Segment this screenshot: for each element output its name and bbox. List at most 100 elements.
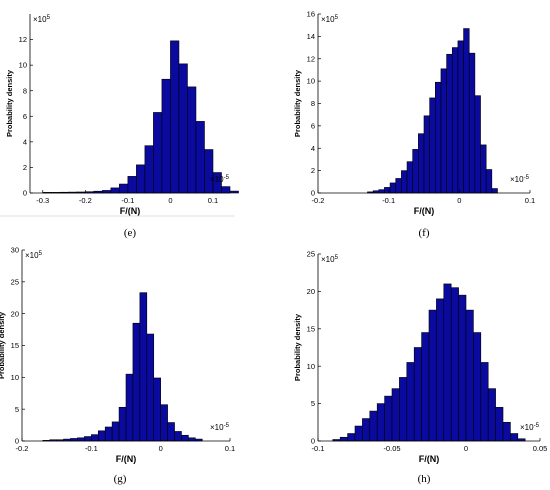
histogram-bar (195, 121, 205, 194)
y-tick-label: 20 (11, 309, 19, 318)
histogram-bar (406, 161, 413, 194)
x-exponent-label: ×10-5 (510, 175, 530, 184)
histogram-bar (473, 332, 482, 442)
y-tick-label: 0 (15, 437, 19, 446)
x-tick-label: 0.1 (225, 444, 235, 453)
y-tick-label: 5 (15, 405, 19, 414)
chart-panel-h: -0.1 -0.05 0 0.05 0 5 10 15 20 25 ×105 ×10-5 F/(N) Pr… (293, 250, 547, 485)
histogram-bar (510, 433, 519, 442)
y-tick-label: 16 (307, 10, 315, 19)
histogram-bar (181, 434, 189, 442)
histogram-bar (429, 97, 436, 194)
histogram-bar (132, 322, 141, 442)
panel-caption: (g) (114, 473, 127, 485)
x-tick-label: -0.2 (16, 444, 29, 453)
histogram-bar (167, 422, 175, 442)
histogram-bar (339, 436, 348, 442)
histogram-bar (412, 149, 419, 194)
x-tick-label: -0.2 (312, 196, 325, 205)
x-tick-label: -0.05 (383, 444, 400, 453)
histogram-bar (110, 187, 120, 194)
histogram-bar (384, 187, 391, 194)
histogram-bar (399, 377, 408, 442)
histogram-bar (458, 294, 467, 442)
y-tick-label: 8 (311, 99, 315, 108)
histogram-bar (406, 362, 415, 442)
y-tick-label: 12 (307, 54, 315, 63)
panel-caption: (h) (418, 473, 431, 485)
x-axis-title: F/(N) (419, 454, 440, 464)
histogram-bar (391, 388, 400, 442)
histogram-bar (187, 86, 197, 194)
histogram-bar (474, 95, 481, 194)
x-axis-title: F/(N) (414, 206, 435, 216)
histogram-bar (491, 188, 498, 194)
y-exponent-label: ×105 (33, 15, 51, 24)
histogram-bar (480, 362, 489, 442)
histogram-bar (229, 190, 239, 194)
x-exponent-label: ×10-5 (520, 423, 540, 432)
x-tick-label: 0.1 (208, 196, 218, 205)
histogram-bar (146, 333, 155, 442)
histogram-bar (104, 426, 113, 442)
histogram-bar (440, 68, 447, 194)
histogram-bar (480, 144, 487, 194)
histogram-bar (421, 332, 430, 442)
histogram-bar (161, 78, 171, 194)
x-tick-label: -0.1 (382, 196, 395, 205)
histogram-bar (451, 47, 459, 194)
histogram-bar (443, 283, 452, 442)
panel-caption: (e) (124, 227, 137, 239)
histogram-bar (174, 431, 182, 442)
x-tick-label: 0 (159, 444, 163, 453)
histogram-bar (428, 309, 437, 442)
y-tick-label: 15 (11, 341, 19, 350)
histogram-bar (435, 81, 442, 194)
histogram-bar (495, 407, 504, 442)
y-axis-title: Probability density (5, 69, 14, 137)
chart-panel-f: -0.2 -0.1 0 0.1 0 2 4 6 8 10 12 14 16 ×105 ×10-5 F/(N) P… (293, 10, 535, 239)
y-axis-title: Probability density (0, 311, 6, 379)
histogram-bar (77, 437, 85, 442)
x-tick-label: -0.1 (121, 196, 134, 205)
histogram-bar (413, 347, 422, 442)
y-tick-label: 2 (311, 166, 315, 175)
histogram-bar (91, 434, 99, 442)
y-exponent-label: ×105 (25, 251, 43, 260)
histogram-bar (347, 433, 356, 442)
y-tick-label: 2 (23, 163, 27, 172)
histogram-bar (97, 430, 106, 442)
y-tick-label: 12 (19, 35, 27, 44)
histogram-bar (468, 52, 476, 194)
x-tick-label: 0 (457, 196, 461, 205)
x-axis-title: F/(N) (120, 206, 141, 216)
histogram-bar (487, 388, 496, 442)
histogram-bar (389, 182, 397, 194)
y-tick-label: 10 (19, 61, 27, 70)
chart-panel-e: -0.3 -0.2 -0.1 0 0.1 0 2 4 6 8 10 12 ×105 ×10-5 F/(N) P… (5, 14, 239, 239)
histogram-bar (139, 292, 148, 442)
x-tick-label: 0.05 (533, 444, 548, 453)
y-tick-label: 10 (11, 373, 19, 382)
y-tick-label: 0 (23, 189, 27, 198)
histogram-bar (502, 421, 511, 442)
x-tick-label: 0.1 (525, 196, 535, 205)
y-tick-label: 25 (11, 277, 19, 286)
histogram-bar (369, 410, 378, 442)
histogram-bar (144, 145, 154, 194)
histogram-bar (204, 149, 214, 194)
x-tick-label: 0 (168, 196, 172, 205)
histogram-bar (401, 170, 408, 194)
histogram-bar (153, 112, 163, 194)
y-tick-label: 4 (311, 144, 315, 153)
y-tick-label: 20 (307, 287, 315, 296)
chart-panel-g: -0.2 -0.1 0 0.1 0 5 10 15 20 25 30 ×105 ×10-5 F/(N) Pr… (0, 246, 235, 485)
y-exponent-label: ×105 (321, 255, 339, 264)
histogram-bar (160, 404, 168, 442)
histogram-bar (84, 436, 92, 442)
histogram-bar (436, 298, 445, 442)
histogram-bar (136, 164, 146, 194)
y-tick-label: 10 (307, 77, 315, 86)
histogram-bar (463, 28, 470, 194)
